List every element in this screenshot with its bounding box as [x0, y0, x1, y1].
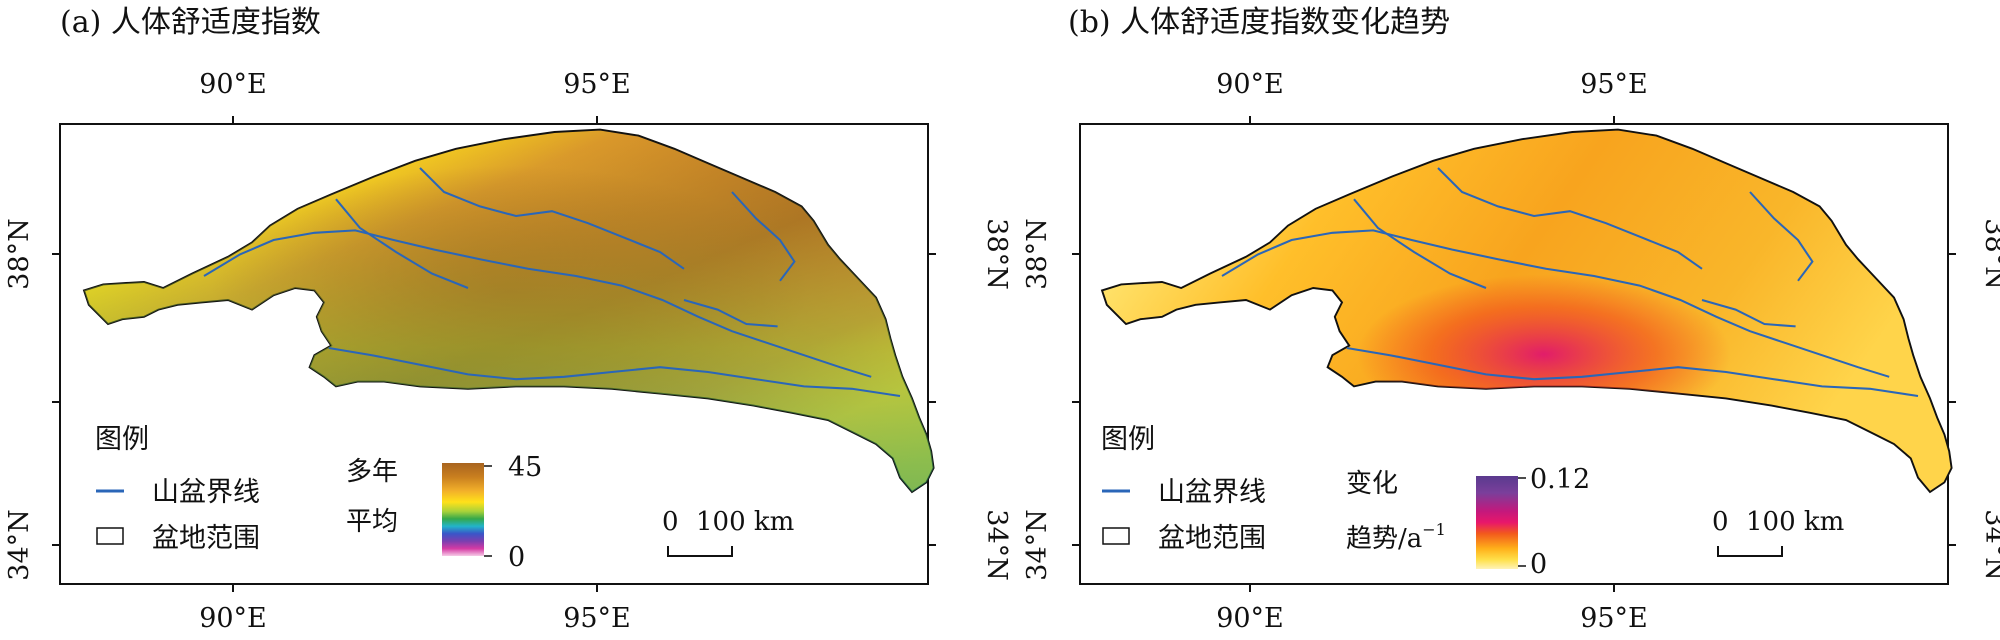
panel-b-legend-boundary-line: 山盆界线 [1158, 477, 1266, 508]
panel-a: (a) 人体舒适度指数 90°E 95°E 90°E 95°E 38°N 34°… [4, 5, 1012, 634]
panel-b-top-tick-90: 90°E [1216, 69, 1284, 100]
panel-a-tick-marks [52, 116, 936, 592]
panel-a-title: (a) 人体舒适度指数 [60, 5, 321, 40]
panel-a-scalebar [667, 546, 733, 557]
panel-a-legend-title: 图例 [95, 424, 149, 455]
panel-b: (b) 人体舒适度指数变化趋势 90°E 95°E 90°E 95°E 38°N… [1022, 5, 2000, 634]
panel-a-legend-boundary-line: 山盆界线 [152, 477, 260, 508]
panel-b-scalebar-zero: 0 [1712, 507, 1729, 537]
panel-a-scale-max: 45 [508, 452, 542, 483]
panel-a-bottom-tick-90: 90°E [199, 603, 267, 634]
panel-a-scalebar-length: 100 km [696, 507, 794, 537]
panel-b-basin-map [1101, 128, 1953, 493]
panel-a-scale-label-1: 多年 [346, 457, 398, 487]
panel-a-boundary-lines [203, 167, 901, 398]
panel-b-scalebar [1717, 546, 1783, 557]
panel-a-top-tick-90: 90°E [199, 69, 267, 100]
panel-a-basin-map [83, 128, 935, 493]
panel-b-top-tick-95: 95°E [1580, 69, 1648, 100]
panel-b-bottom-tick-95: 95°E [1580, 603, 1648, 634]
panel-a-right-tick-38: 38°N [981, 218, 1012, 289]
panel-b-right-tick-34: 34°N [1979, 509, 2000, 580]
panel-b-scale-label-2: 趋势/a−1 [1346, 520, 1446, 554]
panel-b-scale-min: 0 [1530, 549, 1547, 580]
panel-a-left-tick-38: 38°N [4, 218, 35, 289]
panel-a-top-tick-95: 95°E [563, 69, 631, 100]
panel-b-left-tick-34: 34°N [1022, 509, 1053, 580]
panel-a-left-tick-34: 34°N [4, 509, 35, 580]
panel-b-tick-marks [1072, 116, 1956, 592]
panel-a-legend-basin-extent: 盆地范围 [152, 523, 260, 554]
panel-b-title: (b) 人体舒适度指数变化趋势 [1068, 5, 1450, 40]
panel-b-legend-box-swatch [1102, 527, 1130, 545]
panel-a-bottom-tick-95: 95°E [563, 603, 631, 634]
panel-b-left-tick-38: 38°N [1022, 218, 1053, 289]
panel-b-right-tick-38: 38°N [1979, 218, 2000, 289]
panel-b-scale-max: 0.12 [1530, 464, 1590, 495]
panel-a-scale-min: 0 [508, 542, 525, 573]
panel-b-colorbar [1476, 476, 1518, 569]
panel-b-boundary-lines [1221, 167, 1919, 398]
panel-a-legend-box-swatch [96, 527, 124, 545]
panel-a-right-tick-34: 34°N [981, 509, 1012, 580]
panel-b-scale-label-1: 变化 [1346, 469, 1398, 499]
panel-b-scalebar-length: 100 km [1746, 507, 1844, 537]
panel-a-scalebar-zero: 0 [662, 507, 679, 537]
panel-b-legend-title: 图例 [1101, 424, 1155, 455]
panel-a-colorbar [442, 463, 484, 556]
panel-b-legend-basin-extent: 盆地范围 [1158, 523, 1266, 554]
panel-b-bottom-tick-90: 90°E [1216, 603, 1284, 634]
panel-a-scale-label-2: 平均 [346, 507, 398, 537]
